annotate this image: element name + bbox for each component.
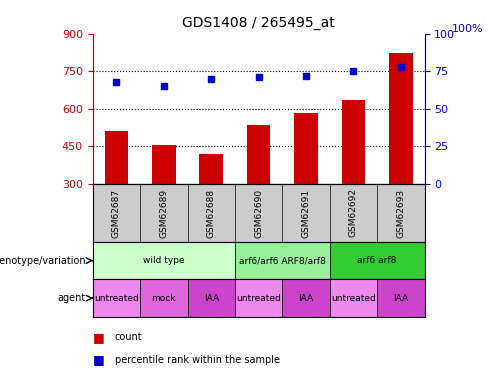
Bar bbox=[294, 112, 318, 184]
Text: GSM62689: GSM62689 bbox=[159, 188, 168, 237]
Text: untreated: untreated bbox=[331, 294, 376, 303]
Text: agent: agent bbox=[58, 293, 86, 303]
Bar bbox=[389, 53, 413, 184]
Bar bbox=[235, 242, 330, 279]
Text: ■: ■ bbox=[93, 354, 104, 366]
Text: IAA: IAA bbox=[299, 294, 314, 303]
Text: untreated: untreated bbox=[94, 294, 139, 303]
Bar bbox=[247, 125, 270, 184]
Bar bbox=[187, 279, 235, 317]
Bar bbox=[93, 279, 140, 317]
Text: GSM62691: GSM62691 bbox=[302, 188, 310, 237]
Bar bbox=[283, 279, 330, 317]
Text: GSM62687: GSM62687 bbox=[112, 188, 121, 237]
Bar bbox=[330, 279, 377, 317]
Text: arf6 arf8: arf6 arf8 bbox=[358, 256, 397, 265]
Text: arf6/arf6 ARF8/arf8: arf6/arf6 ARF8/arf8 bbox=[239, 256, 326, 265]
Bar bbox=[93, 242, 235, 279]
Bar bbox=[377, 279, 425, 317]
Text: mock: mock bbox=[152, 294, 176, 303]
Bar bbox=[330, 242, 425, 279]
Text: count: count bbox=[115, 333, 142, 342]
Text: GSM62688: GSM62688 bbox=[207, 188, 216, 237]
Bar bbox=[235, 279, 283, 317]
Text: untreated: untreated bbox=[236, 294, 281, 303]
Title: GDS1408 / 265495_at: GDS1408 / 265495_at bbox=[182, 16, 335, 30]
Text: GSM62692: GSM62692 bbox=[349, 188, 358, 237]
Text: IAA: IAA bbox=[203, 294, 219, 303]
Text: wild type: wild type bbox=[143, 256, 184, 265]
Text: GSM62690: GSM62690 bbox=[254, 188, 263, 237]
Bar bbox=[200, 154, 223, 184]
Text: GSM62693: GSM62693 bbox=[396, 188, 406, 237]
Bar bbox=[152, 145, 176, 184]
Bar bbox=[104, 131, 128, 184]
Bar bbox=[342, 100, 366, 184]
Y-axis label: 100%: 100% bbox=[452, 24, 484, 34]
Text: IAA: IAA bbox=[393, 294, 408, 303]
Text: ■: ■ bbox=[93, 331, 104, 344]
Text: genotype/variation: genotype/variation bbox=[0, 256, 86, 266]
Text: percentile rank within the sample: percentile rank within the sample bbox=[115, 355, 280, 365]
Bar bbox=[140, 279, 187, 317]
